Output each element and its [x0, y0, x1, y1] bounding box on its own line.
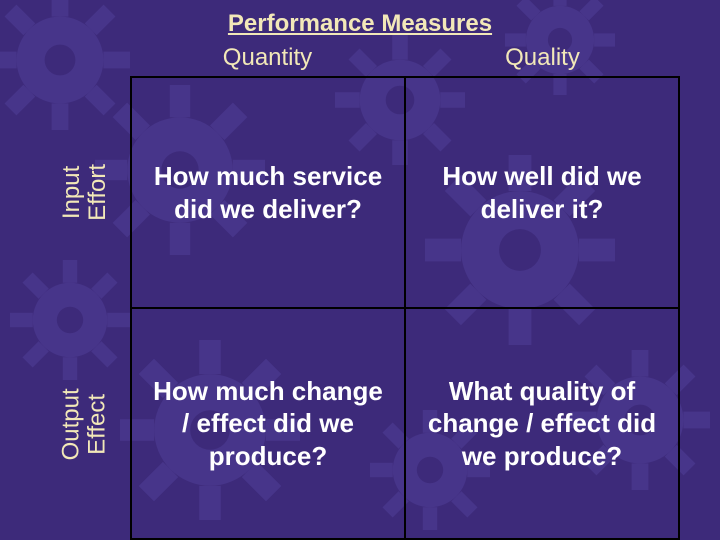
row-labels: Input Effort Output Effect: [40, 76, 130, 540]
col-header-quality: Quality: [405, 44, 680, 76]
row-label-input-effort: Input Effort: [40, 76, 130, 308]
matrix-grid: How much service did we deliver? How wel…: [130, 76, 680, 540]
row-label-output-effect: Output Effect: [40, 308, 130, 540]
column-headers: Quantity Quality: [130, 44, 680, 76]
page-title: Performance Measures: [40, 10, 680, 38]
matrix-area: Input Effort Output Effect How much serv…: [40, 76, 680, 540]
col-header-quantity: Quantity: [130, 44, 405, 76]
cell-input-quantity: How much service did we deliver?: [130, 76, 405, 308]
slide-content: Performance Measures Quantity Quality In…: [0, 0, 720, 540]
cell-output-quality: What quality of change / effect did we p…: [405, 308, 680, 540]
cell-input-quality: How well did we deliver it?: [405, 76, 680, 308]
cell-output-quantity: How much change / effect did we produce?: [130, 308, 405, 540]
